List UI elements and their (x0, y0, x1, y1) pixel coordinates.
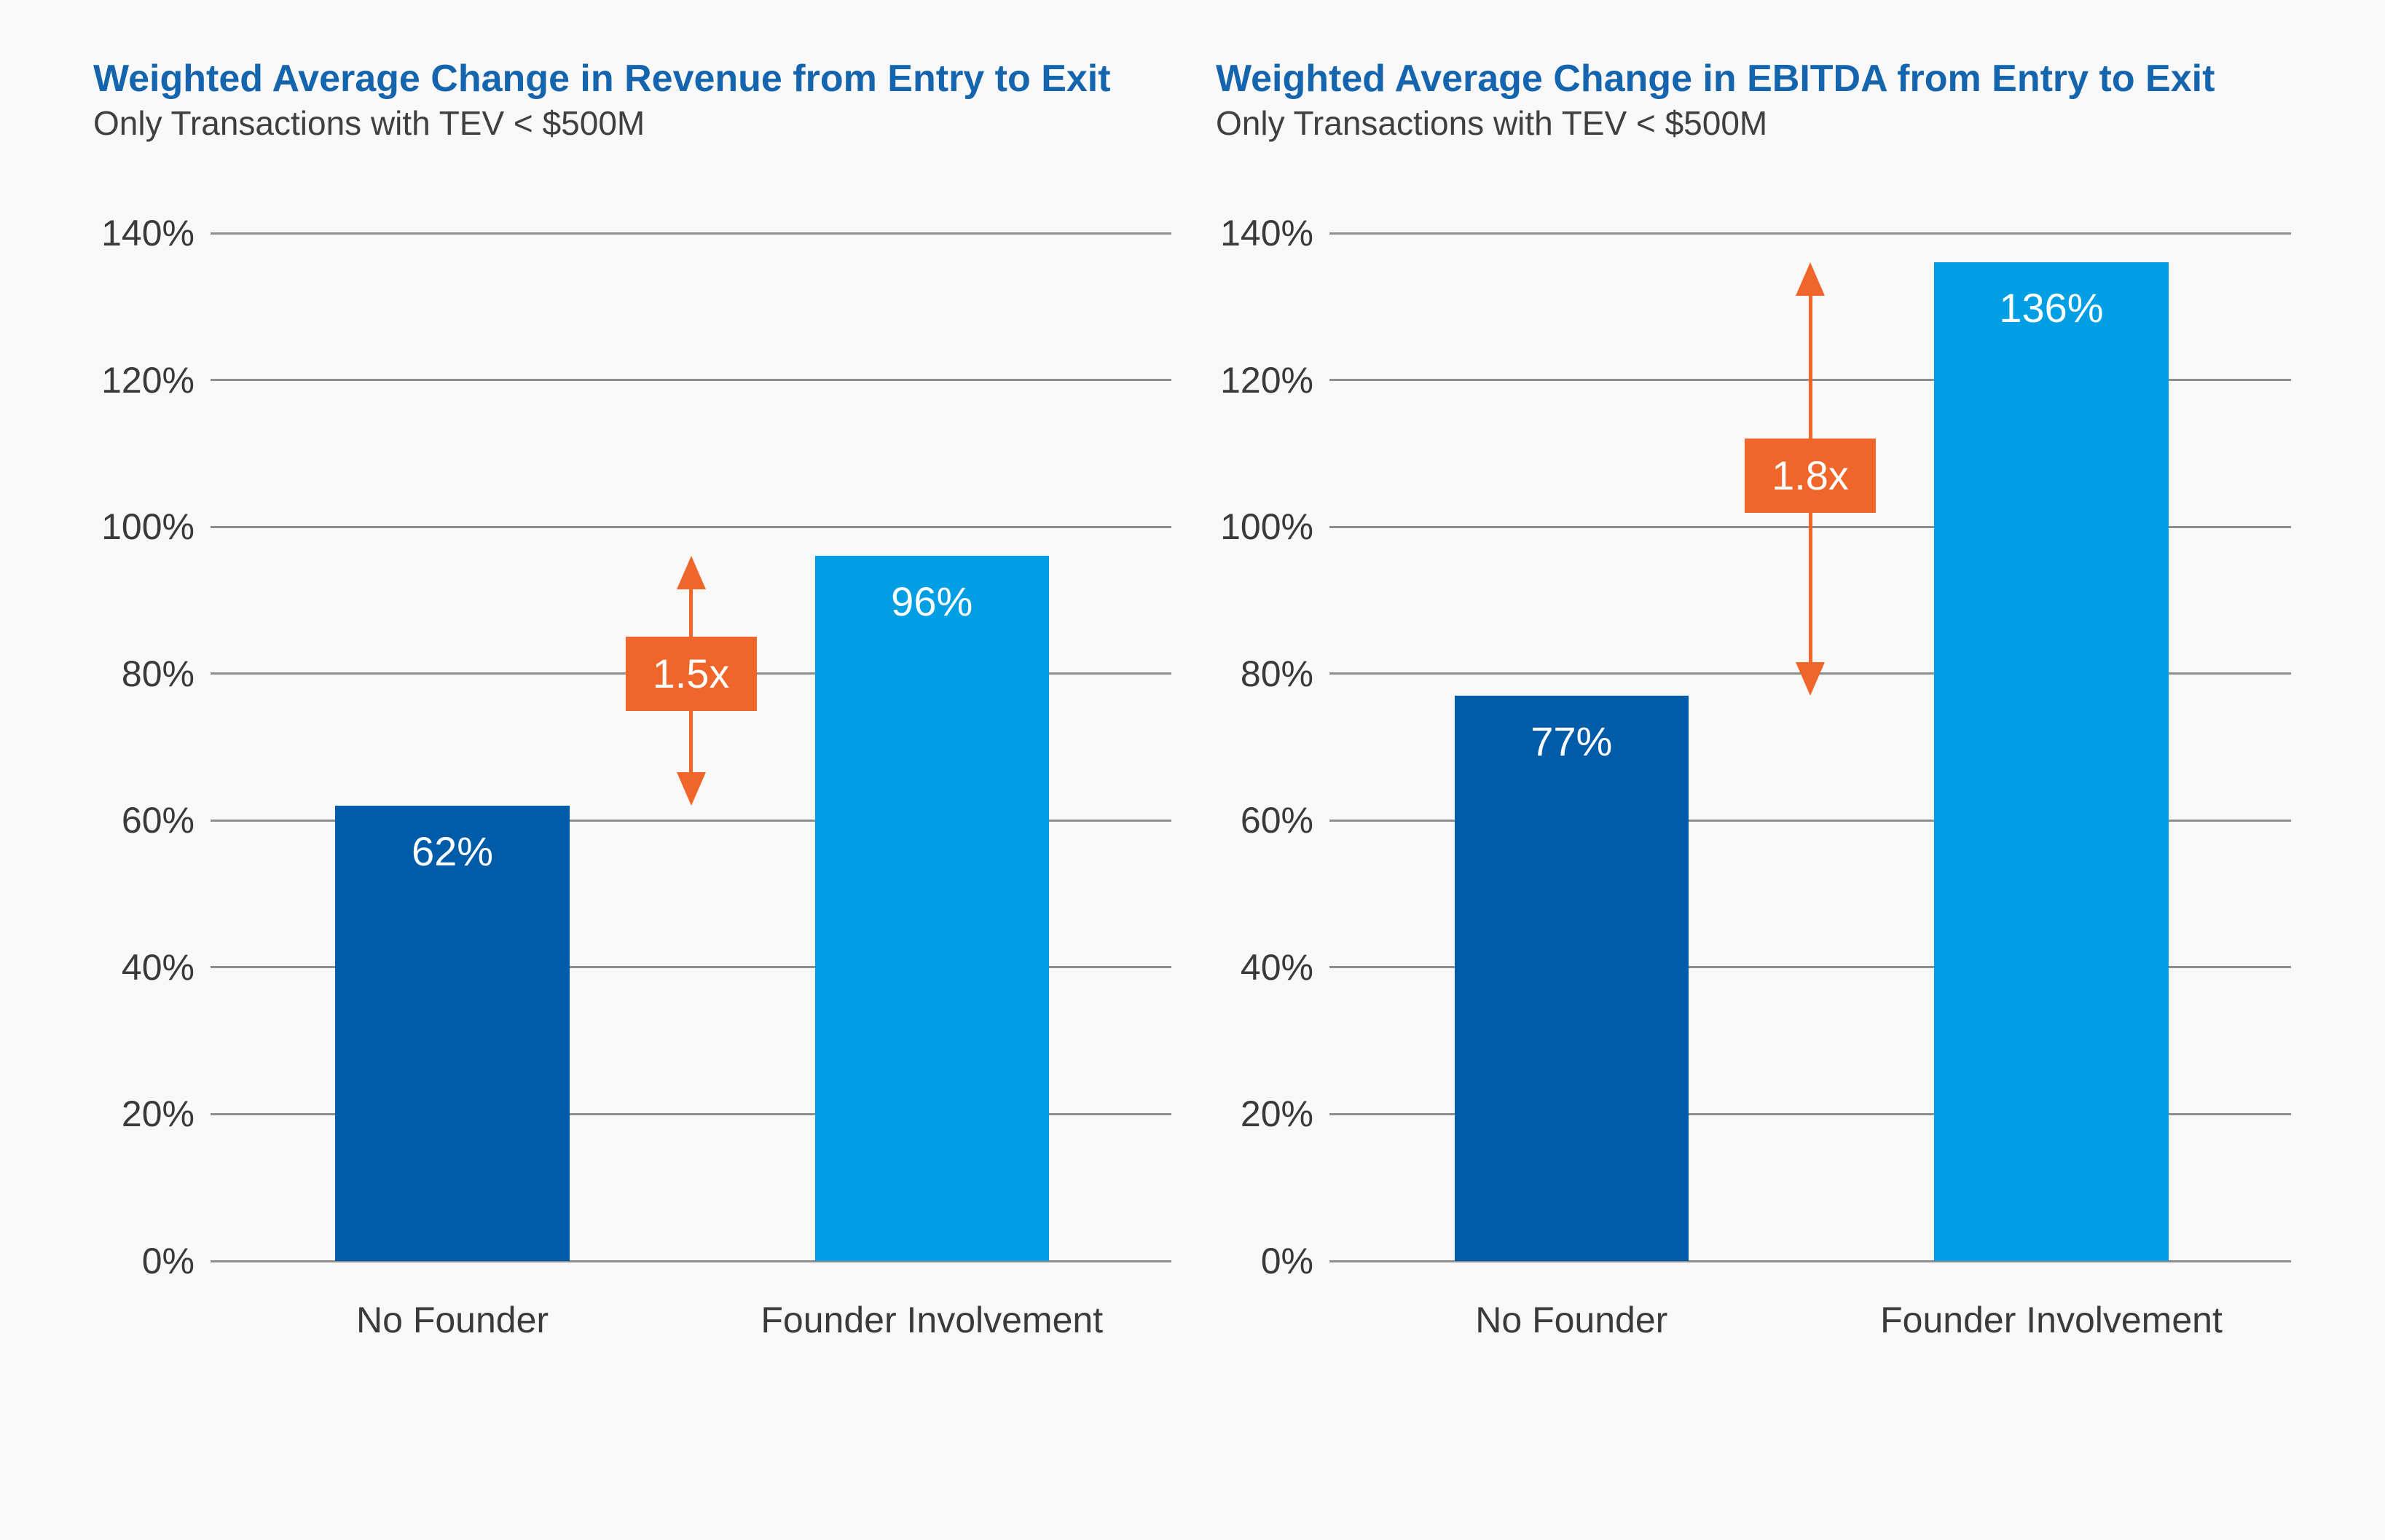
y-tick-label: 40% (121, 946, 195, 988)
multiplier-badge: 1.8x (1745, 438, 1876, 513)
gridline (1329, 966, 2291, 969)
y-tick-label: 80% (121, 653, 195, 694)
bar-value-label: 62% (412, 828, 494, 875)
gridline (1329, 232, 2291, 235)
y-tick-label: 40% (1240, 946, 1313, 988)
bar: 77% (1454, 695, 1689, 1261)
bar-value-label: 96% (891, 578, 973, 625)
arrow-head-down (676, 772, 706, 806)
x-category-label: No Founder (356, 1300, 549, 1340)
y-tick-label: 0% (141, 1241, 195, 1281)
chart-title: Weighted Average Change in Revenue from … (93, 58, 1111, 100)
bar-value-label: 77% (1531, 718, 1613, 764)
gridline (211, 525, 1171, 528)
chart-subtitle: Only Transactions with TEV < $500M (93, 104, 645, 142)
arrow-head-up (676, 556, 706, 590)
multiplier-badge: 1.5x (625, 636, 757, 711)
gridline (211, 819, 1171, 822)
y-tick-label: 20% (121, 1093, 195, 1135)
y-tick-label: 60% (121, 800, 195, 841)
revenue-chart-panel: Weighted Average Change in Revenue from … (0, 0, 1192, 1540)
arrow-head-down (1796, 661, 1825, 696)
gridline (211, 966, 1171, 969)
bar: 136% (1934, 262, 2169, 1261)
y-tick-label: 100% (1220, 506, 1313, 548)
x-category-label: Founder Involvement (1880, 1300, 2223, 1340)
y-tick-label: 140% (1220, 213, 1313, 254)
y-tick-label: 80% (1240, 653, 1313, 694)
chart-title: Weighted Average Change in EBITDA from E… (1216, 58, 2215, 100)
bar: 62% (335, 806, 570, 1261)
y-tick-label: 120% (1220, 359, 1313, 401)
gridline (211, 1112, 1171, 1115)
plot-area: 140% 120% 100% 80% 60% 40% 20% 0% 62% No Founder 9… (101, 213, 1171, 1340)
bar-value-label: 136% (1999, 285, 2104, 331)
gridline (1329, 1112, 2291, 1115)
y-tick-label: 140% (101, 213, 195, 254)
y-tick-label: 0% (1260, 1241, 1313, 1281)
plot-area: 140% 120% 100% 80% 60% 40% 20% 0% 77% No Founder 1… (1220, 213, 2291, 1340)
arrow-head-up (1796, 262, 1825, 296)
y-tick-label: 20% (1240, 1093, 1313, 1135)
gridline (211, 1260, 1171, 1262)
gridline (211, 379, 1171, 382)
y-tick-label: 120% (101, 359, 195, 401)
gridline (1329, 1260, 2291, 1262)
y-tick-label: 100% (101, 506, 195, 548)
x-category-label: Founder Involvement (761, 1300, 1104, 1340)
ebitda-chart-panel: Weighted Average Change in EBITDA from E… (1192, 0, 2385, 1540)
x-category-label: No Founder (1475, 1300, 1668, 1340)
gridline (1329, 819, 2291, 822)
chart-subtitle: Only Transactions with TEV < $500M (1216, 104, 1768, 142)
y-tick-label: 60% (1240, 800, 1313, 841)
bar: 96% (814, 556, 1049, 1261)
gridline (211, 232, 1171, 235)
